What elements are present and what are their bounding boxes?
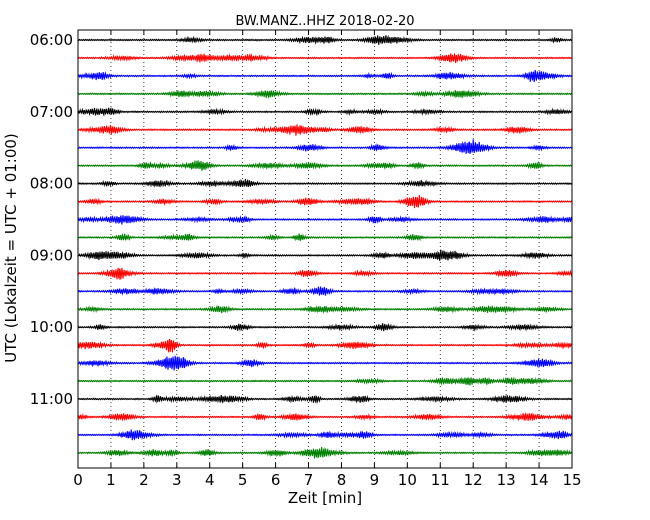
trace-line xyxy=(77,69,573,83)
trace-line xyxy=(77,376,573,386)
x-tick-label: 12 xyxy=(464,471,483,489)
x-tick-label: 0 xyxy=(73,471,83,489)
trace-line xyxy=(77,139,573,155)
y-axis-label: UTC (Lokalzeit = UTC + 01:00) xyxy=(2,133,20,363)
x-tick-label: 1 xyxy=(106,471,116,489)
trace-line xyxy=(77,429,573,441)
y-tick-label: 07:00 xyxy=(30,103,73,121)
trace-line xyxy=(77,446,573,459)
trace-line xyxy=(77,195,573,209)
y-tick-label: 06:00 xyxy=(30,31,73,49)
trace-line xyxy=(77,304,573,314)
trace-line xyxy=(77,178,573,188)
y-tick-label: 08:00 xyxy=(30,175,73,193)
x-tick-label: 3 xyxy=(172,471,182,489)
x-tick-label: 5 xyxy=(238,471,248,489)
trace-line xyxy=(77,89,573,100)
y-tick-label: 10:00 xyxy=(30,318,73,336)
x-tick-label: 2 xyxy=(139,471,149,489)
x-tick-label: 11 xyxy=(431,471,450,489)
x-axis-label: Zeit [min] xyxy=(288,489,362,507)
trace-line xyxy=(77,412,573,422)
trace-line xyxy=(77,233,573,242)
y-tick-label: 11:00 xyxy=(30,390,73,408)
x-tick-label: 9 xyxy=(370,471,380,489)
y-tick-label: 09:00 xyxy=(30,246,73,264)
x-tick-label: 15 xyxy=(562,471,581,489)
seismic-traces xyxy=(77,34,573,459)
trace-line xyxy=(77,214,573,225)
trace-line xyxy=(77,34,573,45)
x-tick-label: 10 xyxy=(398,471,417,489)
x-tick-label: 6 xyxy=(271,471,281,489)
x-axis-ticks: 0 1 2 3 4 5 6 7 8 9 10 11 12 13 14 15 xyxy=(73,30,582,489)
x-tick-label: 14 xyxy=(530,471,549,489)
trace-line xyxy=(77,267,573,281)
trace-line xyxy=(77,249,573,261)
x-tick-label: 8 xyxy=(337,471,347,489)
trace-line xyxy=(77,394,573,404)
trace-line xyxy=(77,338,573,353)
trace-line xyxy=(77,322,573,332)
trace-line xyxy=(77,107,573,117)
trace-line xyxy=(77,160,573,171)
trace-line xyxy=(77,52,573,64)
x-tick-label: 7 xyxy=(304,471,314,489)
trace-line xyxy=(77,286,573,296)
x-tick-label: 4 xyxy=(205,471,215,489)
chart-title: BW.MANZ..HHZ 2018-02-20 xyxy=(235,14,414,29)
y-axis-ticks: 06:00 07:00 08:00 09:00 10:00 11:00 xyxy=(30,31,572,408)
x-tick-label: 13 xyxy=(497,471,516,489)
plot-frame xyxy=(77,29,573,469)
trace-line xyxy=(77,124,573,136)
trace-line xyxy=(77,355,573,371)
